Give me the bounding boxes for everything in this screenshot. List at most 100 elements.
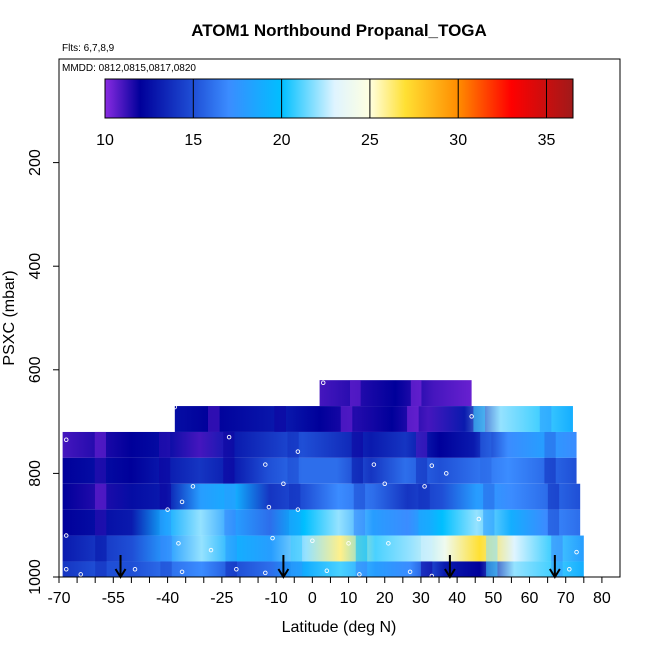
- x-axis-label: Latitude (deg N): [282, 619, 397, 636]
- sample-points-layer: [63, 380, 579, 579]
- sample-point: [63, 566, 69, 572]
- sample-point: [444, 471, 449, 476]
- heatmap-cell: [225, 535, 237, 562]
- flights-label: Flts: 6,7,8,9: [62, 43, 115, 54]
- sample-point: [208, 547, 214, 553]
- heatmap-cell: [207, 406, 220, 432]
- sample-point: [226, 434, 232, 440]
- sample-point: [371, 462, 377, 467]
- sample-point: [78, 572, 83, 577]
- heatmap-cell: [415, 431, 428, 458]
- x-tick-label: -40: [156, 590, 179, 607]
- heatmap-cell: [340, 406, 353, 432]
- colorbar-tick-label: 15: [184, 132, 202, 149]
- sample-point: [179, 499, 185, 505]
- heatmap-cell: [539, 406, 552, 432]
- colorbar-ticks: 10 15 20 25 30 35: [96, 79, 556, 149]
- x-tick-label: -10: [265, 590, 288, 607]
- heatmap-band: [62, 457, 577, 484]
- sample-point: [407, 569, 413, 575]
- colorbar-gradient: [104, 78, 574, 119]
- colorbar: [104, 78, 574, 119]
- heatmap-cell: [225, 561, 237, 577]
- x-tick-label: 0: [308, 590, 317, 607]
- sample-point: [574, 549, 579, 555]
- x-tick-label: -25: [210, 590, 233, 607]
- sample-point: [346, 541, 351, 546]
- heatmap-cell: [274, 406, 286, 432]
- heatmap-cell: [353, 483, 366, 510]
- heatmap-cell: [94, 431, 106, 458]
- heatmap-cell: [290, 561, 303, 577]
- heatmap-cell: [224, 509, 236, 536]
- heatmap-cell: [351, 431, 363, 458]
- heatmap-band: [319, 380, 472, 407]
- heatmap-cell: [223, 431, 235, 458]
- heatmap-cell: [480, 457, 492, 484]
- heatmap-cell: [486, 561, 498, 577]
- sample-point: [422, 484, 427, 489]
- colorbar-tick-label: 35: [538, 132, 556, 149]
- heatmap-cell: [94, 483, 107, 510]
- heatmap-cell: [158, 431, 171, 458]
- heatmap-cell: [289, 509, 301, 536]
- sample-point: [266, 504, 272, 510]
- heatmap-cell: [415, 457, 428, 484]
- heatmap-cell: [544, 431, 556, 458]
- sample-point: [179, 569, 185, 575]
- heatmap-cell: [289, 483, 301, 510]
- heatmap-cell: [95, 535, 107, 562]
- sample-point: [190, 484, 196, 489]
- sample-point: [324, 568, 330, 574]
- chart-title: ATOM1 Northbound Propanal_TOGA: [191, 21, 487, 40]
- heatmap-cell: [407, 406, 419, 432]
- heatmap-cell: [410, 380, 422, 407]
- sample-point: [429, 573, 435, 579]
- heatmap-cell: [544, 457, 556, 484]
- heatmap-band: [62, 431, 577, 458]
- x-tick-label: 80: [593, 590, 611, 607]
- sample-point: [386, 541, 391, 546]
- heatmap-cell: [287, 457, 299, 484]
- heatmap-band: [62, 483, 581, 510]
- sample-point: [263, 570, 268, 576]
- sample-point: [469, 414, 474, 419]
- heatmap-cell: [160, 561, 172, 577]
- heatmap-cell: [551, 561, 563, 577]
- sample-point: [63, 437, 69, 442]
- heatmap-band: [62, 535, 584, 562]
- x-tick-label: 40: [448, 590, 466, 607]
- heatmap-cell: [159, 509, 171, 536]
- sample-point: [165, 507, 170, 512]
- heatmap-cell: [223, 457, 235, 484]
- heatmap-band: [62, 561, 584, 577]
- y-axis-label: PSXC (mbar): [1, 270, 18, 365]
- heatmap-cell: [355, 535, 368, 562]
- sample-point: [357, 572, 362, 577]
- sample-point: [295, 507, 301, 512]
- heatmap-cell: [160, 535, 172, 562]
- sample-point: [429, 463, 435, 468]
- heatmap-cell: [95, 561, 107, 577]
- sample-point: [567, 566, 572, 572]
- x-tick-label: 30: [412, 590, 430, 607]
- heatmap-cell: [551, 535, 563, 562]
- y-axis: 200 400 600 800 1000: [27, 149, 59, 595]
- y-tick-label: 600: [27, 356, 44, 383]
- heatmap-cell: [355, 561, 368, 577]
- sample-point: [176, 541, 181, 546]
- y-tick-label: 400: [27, 253, 44, 280]
- heatmap-cell: [486, 535, 498, 562]
- heatmap-cell: [94, 457, 106, 484]
- sample-point: [295, 449, 301, 454]
- plot-frame: [58, 58, 621, 578]
- x-tick-label: 70: [557, 590, 575, 607]
- heatmap-band: [62, 509, 581, 536]
- heatmap-cell: [473, 406, 486, 432]
- sample-point: [382, 481, 387, 487]
- sample-point: [320, 380, 326, 386]
- x-tick-label: 20: [376, 590, 394, 607]
- heatmap-cell: [418, 483, 430, 510]
- colorbar-tick-label: 10: [96, 132, 114, 149]
